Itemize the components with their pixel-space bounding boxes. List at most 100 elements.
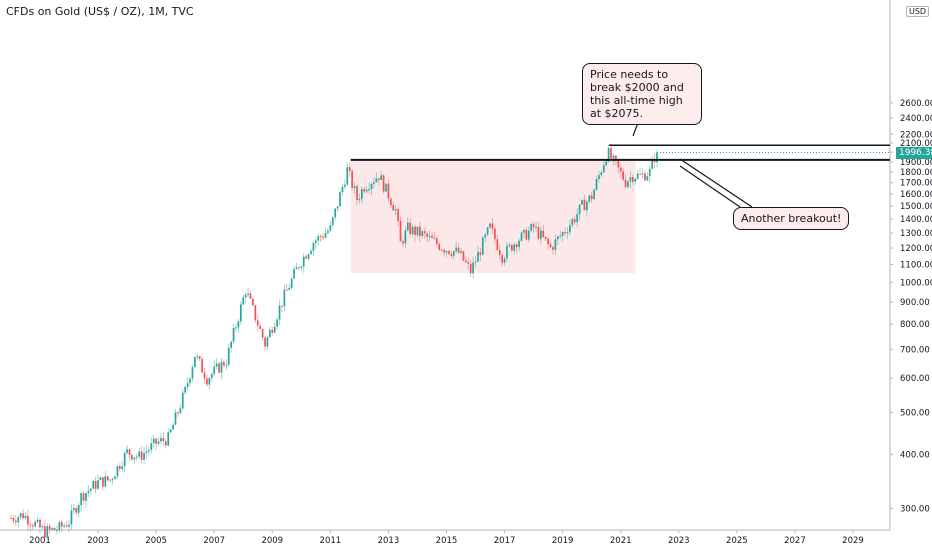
- candle-body: [571, 219, 574, 226]
- candle-body: [508, 244, 511, 246]
- candle-body: [501, 255, 503, 263]
- candle-body: [615, 155, 617, 161]
- x-tick-label: 2029: [842, 536, 864, 546]
- candle-body: [227, 347, 230, 365]
- candle-body: [397, 209, 399, 221]
- candle-body: [109, 479, 112, 481]
- candle-body: [285, 289, 288, 291]
- candle-body: [348, 167, 351, 172]
- candle-body: [290, 278, 293, 288]
- candle-body: [256, 320, 259, 326]
- x-tick-label: 2023: [668, 536, 690, 546]
- candle-body: [394, 209, 397, 211]
- candle-body: [510, 244, 513, 251]
- candle-body: [324, 233, 327, 238]
- candle-body: [438, 243, 441, 250]
- candle-body: [271, 329, 274, 333]
- candle-body: [549, 244, 552, 248]
- candle-body: [358, 198, 361, 200]
- candle-body: [423, 231, 426, 234]
- y-tick-label: 600.00: [900, 374, 930, 384]
- candle-body: [411, 226, 414, 235]
- x-tick-label: 2021: [610, 536, 632, 546]
- candle-body: [128, 449, 131, 455]
- candle-body: [196, 356, 199, 358]
- candle-body: [554, 239, 557, 250]
- candle-body: [518, 240, 520, 248]
- chart-title: CFDs on Gold (US$ / OZ), 1M, TVC: [6, 5, 194, 18]
- candle-body: [455, 247, 458, 252]
- currency-badge[interactable]: USD: [906, 6, 930, 17]
- candle-body: [77, 505, 80, 513]
- candle-body: [172, 424, 174, 430]
- candle-body: [387, 183, 390, 199]
- candle-body: [368, 189, 370, 191]
- candle-body: [119, 466, 121, 470]
- candle-body: [34, 521, 37, 527]
- candle-body: [588, 195, 591, 202]
- candle-body: [527, 230, 530, 240]
- candle-body: [230, 341, 232, 348]
- y-tick-label: 1400.00: [900, 215, 932, 225]
- candle-body: [416, 226, 419, 235]
- candle-body: [600, 172, 603, 176]
- candle-body: [82, 493, 85, 501]
- candle-body: [356, 186, 358, 200]
- candle-body: [489, 223, 491, 228]
- candle-body: [298, 267, 300, 269]
- candle-body: [288, 287, 291, 290]
- candle-body: [138, 451, 141, 457]
- candle-body: [419, 226, 421, 236]
- candle-body: [498, 249, 501, 256]
- candle-body: [651, 159, 654, 169]
- candles: [10, 143, 658, 539]
- candle-body: [242, 297, 245, 305]
- candle-body: [53, 527, 56, 531]
- y-tick-label: 2600.00: [900, 99, 932, 109]
- candle-body: [317, 235, 320, 241]
- candle-body: [106, 476, 109, 481]
- candle-body: [380, 175, 383, 180]
- candle-body: [133, 457, 136, 460]
- candle-body: [569, 225, 571, 233]
- candle-body: [65, 525, 68, 527]
- candle-body: [341, 186, 344, 193]
- x-tick-label: 2005: [145, 536, 167, 546]
- candle-body: [370, 183, 373, 190]
- candle-body: [148, 449, 150, 452]
- candle-body: [121, 466, 124, 470]
- candle-body: [300, 266, 303, 268]
- candle-body: [191, 367, 194, 379]
- candle-body: [431, 235, 433, 239]
- candle-body: [283, 289, 286, 307]
- candle-body: [181, 392, 184, 409]
- candle-body: [573, 219, 576, 223]
- candle-body: [27, 515, 29, 525]
- candle-body: [167, 432, 170, 446]
- candle-body: [177, 412, 179, 414]
- candle-body: [457, 247, 460, 253]
- y-tick-label: 2100.00: [900, 139, 932, 149]
- candle-body: [559, 235, 562, 237]
- candle-body: [220, 361, 223, 373]
- candle-body: [206, 378, 208, 385]
- candle-body: [237, 321, 240, 328]
- candle-body: [540, 230, 542, 239]
- candle-body: [426, 233, 428, 237]
- candle-body: [29, 524, 32, 526]
- candle-body: [440, 249, 443, 251]
- candle-body: [653, 159, 656, 163]
- candle-body: [622, 171, 624, 180]
- candle-body: [452, 251, 455, 256]
- candle-body: [160, 437, 162, 442]
- candle-body: [41, 526, 44, 528]
- candle-body: [94, 481, 97, 489]
- candle-body: [99, 477, 102, 481]
- candle-body: [85, 493, 87, 501]
- candle-body: [111, 479, 114, 481]
- x-tick-label: 2009: [261, 536, 283, 546]
- candle-body: [232, 327, 235, 342]
- candle-body: [390, 198, 392, 206]
- candle-body: [92, 481, 95, 489]
- callout-another-breakout: Another breakout!: [733, 207, 850, 230]
